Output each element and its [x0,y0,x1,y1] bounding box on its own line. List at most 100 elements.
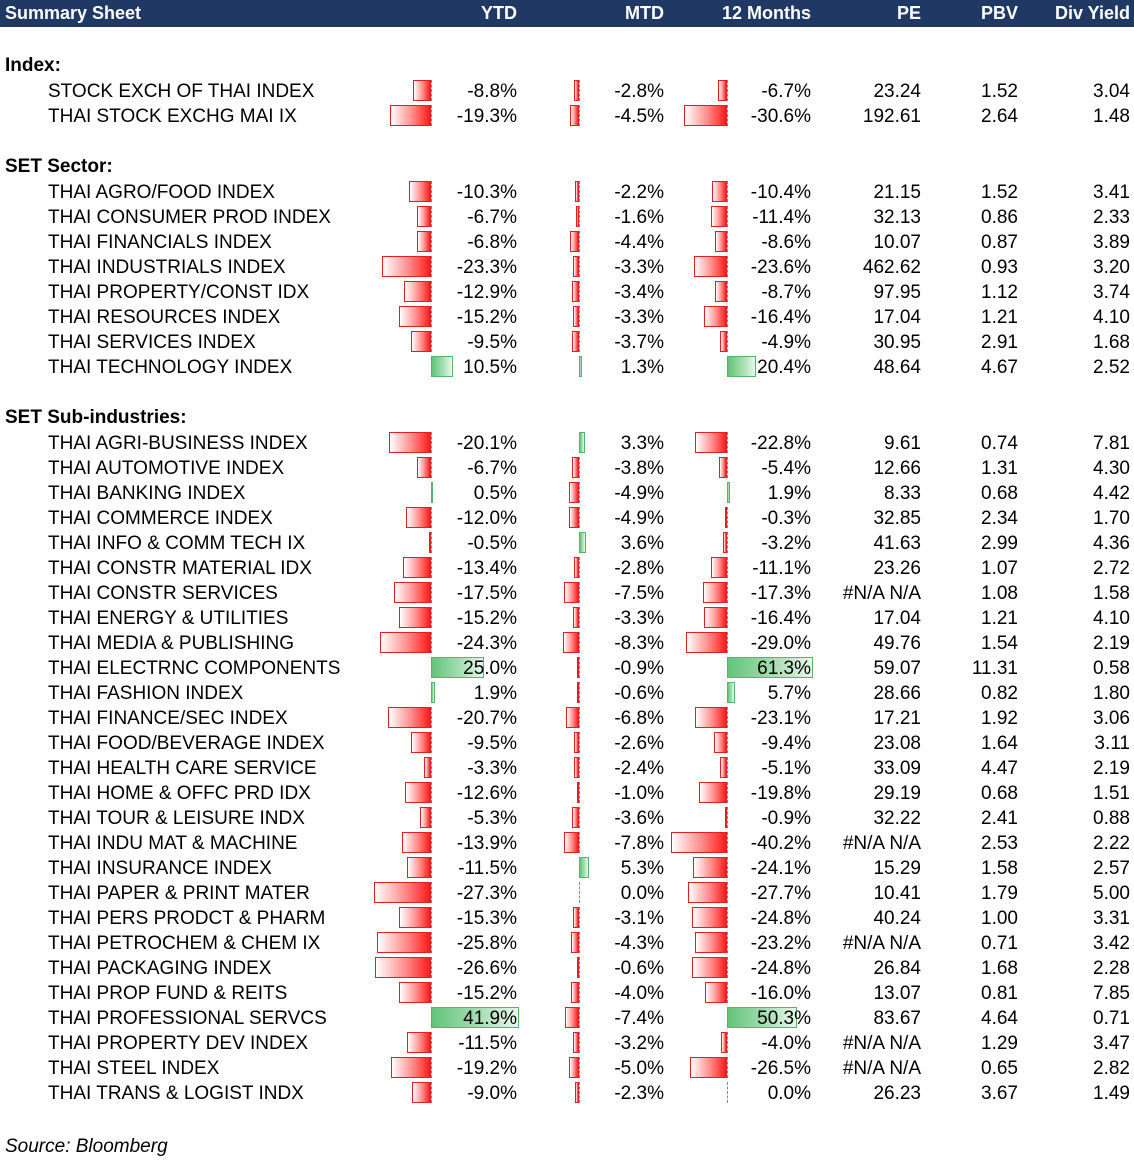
mtd-value: -8.3% [614,633,664,654]
row-name: THAI FOOD/BEVERAGE INDEX [48,733,325,754]
pbv-value: 0.81 [981,983,1018,1004]
ytd-value: -0.5% [467,533,517,554]
ytd-value: -20.7% [456,708,517,729]
col-header-ytd: YTD [481,3,517,23]
mtd-value: 3.6% [620,533,664,554]
twelve-month-value: -23.2% [750,933,811,954]
pe-value: 33.09 [873,758,921,779]
ytd-value: -27.3% [456,883,517,904]
m12-zero-axis [727,557,728,578]
pbv-value: 1.31 [981,458,1018,479]
mtd-value: -5.0% [614,1058,664,1079]
ytd-zero-axis [431,432,432,453]
m12-data-bar [695,432,727,453]
ytd-value: 1.9% [473,683,517,704]
ytd-zero-axis [431,231,432,252]
ytd-value: -20.1% [456,433,517,454]
twelve-month-value: -5.1% [761,758,811,779]
ytd-data-bar [405,507,431,528]
ytd-value: -13.4% [456,558,517,579]
row-name: THAI FINANCIALS INDEX [48,232,272,253]
pbv-value: 1.08 [981,583,1018,604]
mtd-value: -3.8% [614,458,664,479]
twelve-month-value: -4.0% [761,1033,811,1054]
pbv-value: 0.93 [981,257,1018,278]
row-name: THAI INDU MAT & MACHINE [48,833,298,854]
mtd-data-bar [569,507,579,528]
div-yield-value: 7.85 [1093,983,1130,1004]
m12-zero-axis [727,907,728,928]
ytd-zero-axis [431,732,432,753]
row-name: THAI ENERGY & UTILITIES [48,608,289,629]
table-row: THAI TRANS & LOGIST INDX -9.0% -2.3% 0.0% 26… [0,1081,1134,1106]
mtd-data-bar [577,957,579,978]
m12-data-bar [713,732,727,753]
row-name: THAI HOME & OFFC PRD IDX [48,783,311,804]
mtd-value: -4.0% [614,983,664,1004]
row-name: THAI MEDIA & PUBLISHING [48,633,294,654]
ytd-value: -24.3% [456,633,517,654]
ytd-value: -17.5% [456,583,517,604]
mtd-zero-axis [579,1082,580,1103]
table-row: THAI CONSTR MATERIAL IDX -13.4% -2.8% -11.1… [0,556,1134,581]
div-yield-value: 5.00 [1093,883,1130,904]
mtd-data-bar [571,807,579,828]
mtd-zero-axis [579,507,580,528]
ytd-zero-axis [431,507,432,528]
mtd-data-bar [569,482,579,503]
pbv-value: 2.91 [981,332,1018,353]
div-yield-value: 3.04 [1093,81,1130,102]
pe-value: 17.21 [873,708,921,729]
m12-data-bar [711,206,727,227]
ytd-zero-axis [431,557,432,578]
pe-value: 13.07 [873,983,921,1004]
col-header-pbv: PBV [980,3,1018,23]
pe-value: 10.41 [873,883,921,904]
row-name: THAI TOUR & LEISURE INDX [48,808,305,829]
section-label: Index: [5,55,61,76]
twelve-month-value: -0.9% [761,808,811,829]
col-header-12-months: 12 Months [721,3,811,23]
ytd-data-bar [403,281,431,302]
ytd-zero-axis [431,281,432,302]
mtd-value: -4.3% [614,933,664,954]
mtd-data-bar [577,657,579,678]
mtd-zero-axis [579,657,580,678]
pe-value: 462.62 [862,257,921,278]
ytd-data-bar [431,1007,519,1028]
m12-data-bar [725,807,727,828]
table-row: THAI CONSTR SERVICES -17.5% -7.5% -17.3% #N/… [0,581,1134,606]
m12-zero-axis [727,732,728,753]
div-yield-value: 3.20 [1093,257,1130,278]
m12-zero-axis [727,632,728,653]
mtd-zero-axis [579,557,580,578]
pe-value: 49.76 [873,633,921,654]
table-row: THAI PAPER & PRINT MATER -27.3% 0.0% -27.7%… [0,881,1134,906]
row-name: THAI AGRO/FOOD INDEX [48,182,275,203]
div-yield-value: 4.36 [1093,533,1130,554]
ytd-zero-axis [431,331,432,352]
mtd-zero-axis [579,982,580,1003]
pe-value: #N/A N/A [842,833,921,854]
m12-data-bar [711,557,727,578]
ytd-zero-axis [431,932,432,953]
twelve-month-value: 20.4% [757,357,811,378]
pe-value: 28.66 [873,683,921,704]
pbv-value: 2.53 [981,833,1018,854]
table-row: THAI ENERGY & UTILITIES -15.2% -3.3% -16.4%… [0,606,1134,631]
pbv-value: 4.64 [981,1008,1018,1029]
ytd-zero-axis [431,1032,432,1053]
ytd-zero-axis [431,1082,432,1103]
m12-zero-axis [727,932,728,953]
mtd-zero-axis [579,306,580,327]
mtd-data-bar [573,732,579,753]
mtd-value: -7.8% [614,833,664,854]
div-yield-value: 2.82 [1093,1058,1130,1079]
ytd-value: -6.8% [467,232,517,253]
pe-value: 23.26 [873,558,921,579]
ytd-data-bar [431,657,484,678]
m12-data-bar [725,507,727,528]
mtd-value: -7.4% [614,1008,664,1029]
pbv-value: 1.79 [981,883,1018,904]
ytd-data-bar [412,1082,431,1103]
